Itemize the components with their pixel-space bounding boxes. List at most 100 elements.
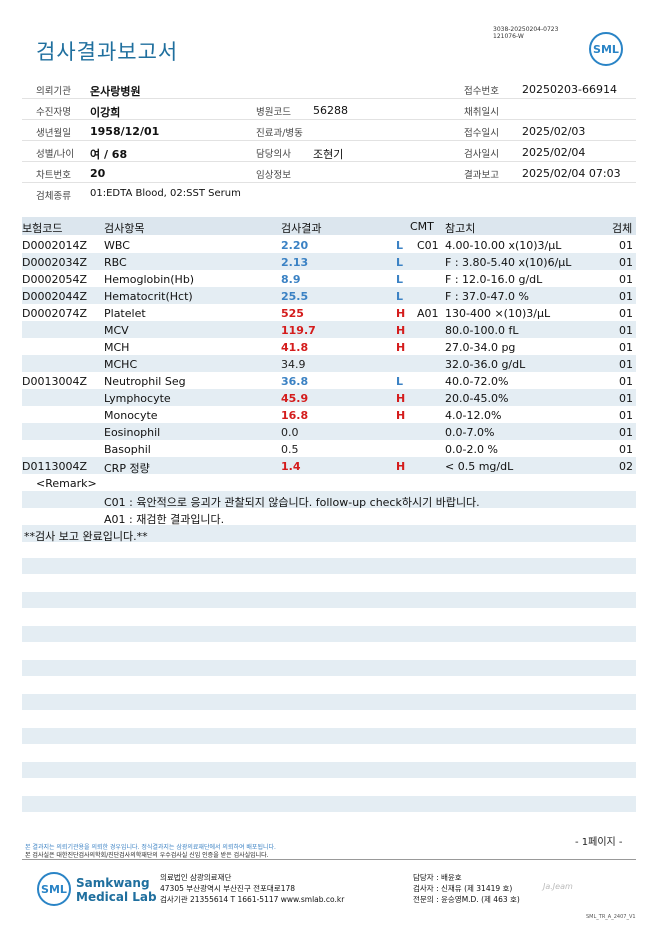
- info-row: 생년월일 1958/12/01 진료과/병동 접수일시 2025/02/03: [22, 120, 636, 141]
- cell-spec: 01: [619, 273, 633, 286]
- doctor-value: 조현기: [313, 148, 344, 161]
- chart-no-label: 차트번호: [36, 170, 71, 181]
- blank-row: [22, 626, 636, 642]
- cell-result: 119.7: [281, 324, 316, 337]
- blank-row: [22, 796, 636, 812]
- certification-notice: 본 검사실은 대한진단검사의학회/진단검사의학재단의 우수검사실 신임 인증을 …: [25, 852, 269, 859]
- report-complete-row: **검사 보고 완료입니다.**: [22, 525, 636, 543]
- table-row: MCHC 34.9 32.0-36.0 g/dL 01: [22, 355, 636, 372]
- cell-ref: 80.0-100.0 fL: [445, 324, 519, 337]
- clinical-label: 임상정보: [256, 170, 291, 181]
- cell-result: 41.8: [281, 341, 309, 354]
- cell-flag: L: [396, 239, 404, 252]
- cell-flag: H: [396, 324, 406, 337]
- cell-item: MCV: [104, 324, 129, 337]
- form-version: SML_TR_A_2407_V1: [586, 914, 636, 920]
- cell-cmt: C01: [417, 239, 439, 252]
- remark-a01-row: A01 : 재검한 결과입니다.: [22, 508, 636, 526]
- hospital-label: 의뢰기관: [36, 86, 71, 97]
- cell-flag: H: [396, 307, 406, 320]
- cell-result: 8.9: [281, 273, 301, 286]
- cell-spec: 01: [619, 375, 633, 388]
- cell-flag: L: [396, 290, 404, 303]
- cell-flag: L: [396, 273, 404, 286]
- staff-info: 담당자 : 배윤호 검사자 : 신재유 (제 31419 호) 전문의 : 윤승…: [413, 873, 520, 904]
- hospital-value: 온사랑병원: [90, 85, 141, 98]
- table-row: MCH 41.8 H 27.0-34.0 pg 01: [22, 338, 636, 355]
- blank-row: [22, 660, 636, 676]
- specimen-value: 01:EDTA Blood, 02:SST Serum: [90, 188, 241, 199]
- cell-result: 45.9: [281, 392, 309, 405]
- table-row: D0002074Z Platelet 525 H A01 130-400 ×(10)3/μ…: [22, 304, 636, 321]
- cell-item: WBC: [104, 239, 130, 252]
- remark-c01: C01 : 육안적으로 응괴가 관찰되지 않습니다. follow-up che…: [104, 496, 480, 509]
- page-number: - 1페이지 -: [575, 837, 623, 848]
- cell-ref: 27.0-34.0 pg: [445, 341, 516, 354]
- cell-flag: H: [396, 341, 406, 354]
- patient-info-section: 의뢰기관 온사랑병원 접수번호 20250203-66914 수진자명 이강희 …: [22, 78, 636, 204]
- dept-label: 진료과/병동: [256, 128, 303, 139]
- blank-row: [22, 728, 636, 744]
- test-date-value: 2025/02/04: [522, 146, 586, 159]
- blank-row: [22, 558, 636, 574]
- cell-result: 2.20: [281, 239, 309, 252]
- sml-logo: SML: [589, 32, 623, 66]
- hospital-code-value: 56288: [313, 104, 348, 117]
- table-row: D0013004Z Neutrophil Seg 36.8 L 40.0-72.0% 01: [22, 372, 636, 389]
- cell-spec: 02: [619, 460, 633, 473]
- table-row: D0002054Z Hemoglobin(Hb) 8.9 L F : 12.0-16.0…: [22, 270, 636, 287]
- cell-ref: F : 3.80-5.40 x(10)6/μL: [445, 256, 572, 269]
- cell-ref: 0.0-2.0 %: [445, 443, 498, 456]
- cell-code: D0002034Z: [22, 256, 87, 269]
- blank-row: [22, 694, 636, 710]
- cell-ref: 32.0-36.0 g/dL: [445, 358, 526, 371]
- cell-result: 25.5: [281, 290, 309, 303]
- cell-ref: 4.0-12.0%: [445, 409, 502, 422]
- cell-cmt: A01: [417, 307, 439, 320]
- remark-c01-row: C01 : 육안적으로 응괴가 관찰되지 않습니다. follow-up che…: [22, 491, 636, 509]
- cell-spec: 01: [619, 341, 633, 354]
- cell-ref: F : 37.0-47.0 %: [445, 290, 529, 303]
- cell-code: D0002044Z: [22, 290, 87, 303]
- header-spec: 검체: [612, 222, 633, 235]
- table-row: MCV 119.7 H 80.0-100.0 fL 01: [22, 321, 636, 338]
- cell-spec: 01: [619, 256, 633, 269]
- birth-value: 1958/12/01: [90, 125, 160, 138]
- cell-item: Basophil: [104, 443, 151, 456]
- cell-result: 34.9: [281, 358, 306, 371]
- table-row: D0002014Z WBC 2.20 L C01 4.00-10.00 x(10)3/μL…: [22, 236, 636, 253]
- cell-item: RBC: [104, 256, 127, 269]
- header-result: 검사결과: [281, 222, 322, 235]
- footer-divider: [22, 859, 636, 860]
- receipt-date-value: 2025/02/03: [522, 125, 586, 138]
- table-row: D0002044Z Hematocrit(Hct) 25.5 L F : 37.0-47…: [22, 287, 636, 304]
- cell-spec: 01: [619, 239, 633, 252]
- header-ref: 참고치: [445, 222, 476, 235]
- cell-spec: 01: [619, 307, 633, 320]
- patient-value: 이강희: [90, 106, 121, 119]
- receipt-no-value: 20250203-66914: [522, 83, 617, 96]
- blank-row: [22, 762, 636, 778]
- sml-logo-bottom: SML: [37, 872, 71, 906]
- cell-spec: 01: [619, 358, 633, 371]
- cell-ref: < 0.5 mg/dL: [445, 460, 514, 473]
- document-id: 3038-20250204-0723 121076-W: [493, 26, 559, 40]
- cell-item: Platelet: [104, 307, 146, 320]
- cell-spec: 01: [619, 392, 633, 405]
- table-row: Basophil 0.5 0.0-2.0 % 01: [22, 440, 636, 457]
- remark-title-row: <Remark>: [22, 474, 636, 491]
- cell-code: D0002074Z: [22, 307, 87, 320]
- cell-result: 2.13: [281, 256, 309, 269]
- cell-ref: 20.0-45.0%: [445, 392, 509, 405]
- cell-ref: 40.0-72.0%: [445, 375, 509, 388]
- footer-notice: 본 결과지는 의뢰기관용을 의뢰한 경우입니다. 정식결과지는 삼광의료재단에서…: [25, 844, 276, 851]
- cell-result: 0.5: [281, 443, 299, 456]
- info-row: 성별/나이 여 / 68 담당의사 조현기 검사일시 2025/02/04: [22, 141, 636, 162]
- receipt-no-label: 접수번호: [464, 86, 499, 97]
- blank-rows: [22, 558, 636, 830]
- remark-title: <Remark>: [36, 477, 97, 490]
- cell-code: D0002014Z: [22, 239, 87, 252]
- cell-code: D0002054Z: [22, 273, 87, 286]
- table-row: D0113004Z CRP 정량 1.4 H < 0.5 mg/dL 02: [22, 457, 636, 475]
- header-cmt: CMT: [410, 220, 434, 233]
